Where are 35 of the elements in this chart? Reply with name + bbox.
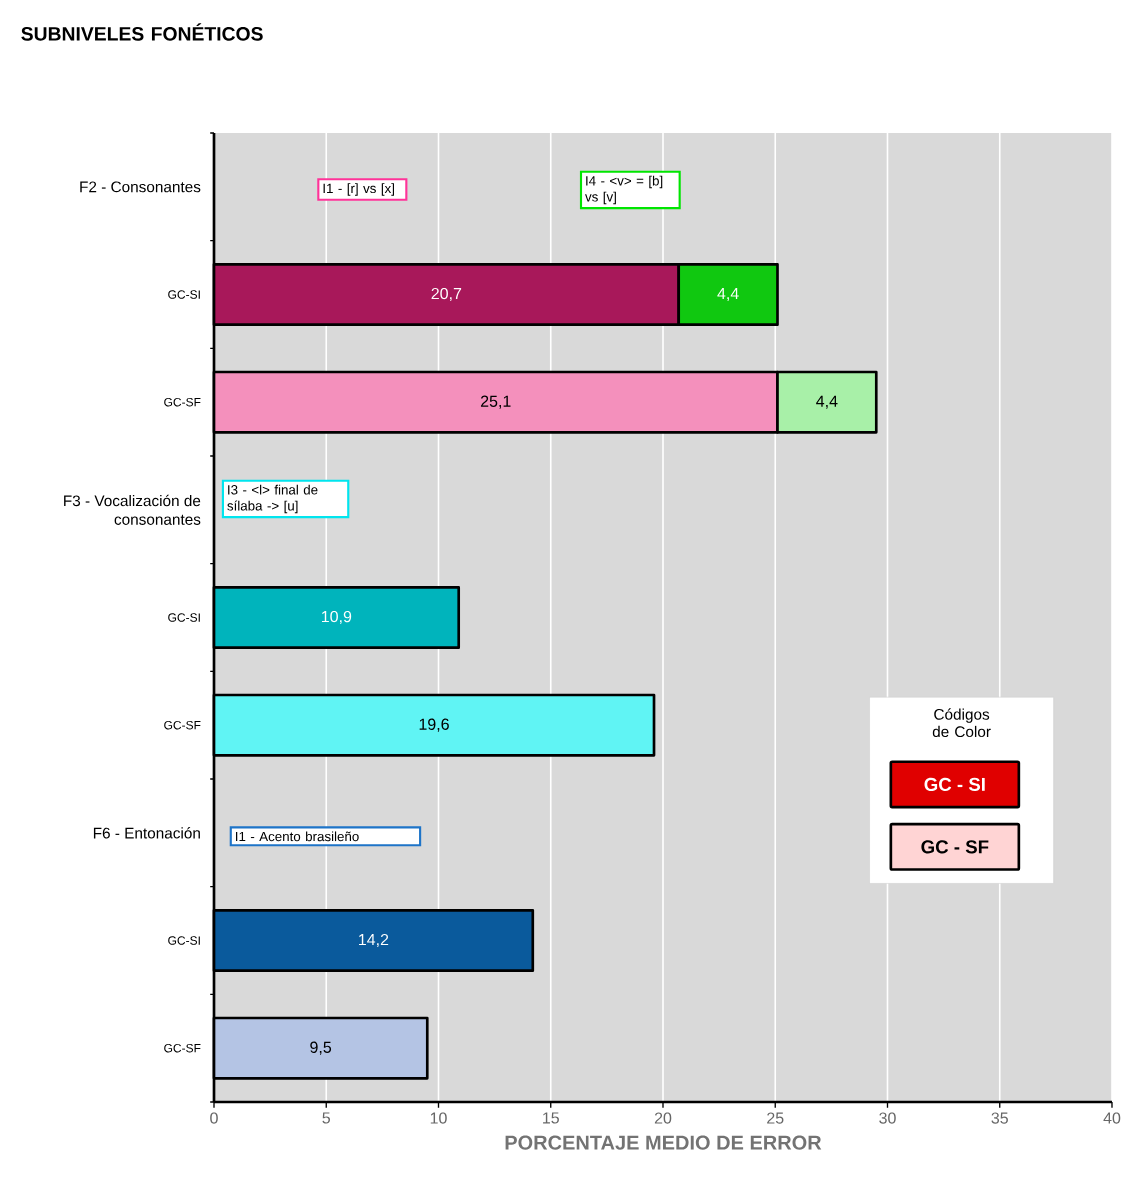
annotation: GC - SI (924, 777, 985, 791)
y-tick-label: GC-SF (164, 397, 201, 407)
y-tick-label: F2 - Consonantes (80, 181, 201, 193)
x-tick-label: 30 (879, 1112, 896, 1124)
x-tick-label: 40 (1103, 1112, 1121, 1124)
y-tick-label: GC-SI (168, 613, 200, 622)
chart-title: SUBNIVELES FONÉTICOS (21, 23, 263, 41)
data-label: 4,4 (717, 287, 739, 302)
data-label: 14,2 (359, 933, 389, 948)
annotation: I1 - [r] vs [x] (323, 183, 394, 196)
annotation: I1 - Acento brasileño (236, 831, 359, 842)
x-tick-label: 20 (654, 1112, 672, 1124)
annotation: I3 - <l> final de sílaba -> [u] (227, 484, 318, 514)
y-tick-label: GC-SI (168, 290, 200, 299)
x-tick-label: 5 (322, 1112, 331, 1124)
y-tick-label: GC-SF (164, 1043, 201, 1053)
data-label: 9,5 (310, 1041, 332, 1055)
y-tick-label: F3 - Vocalización de consonantes (64, 494, 201, 525)
x-tick-label: 15 (543, 1112, 559, 1124)
data-label: 20,7 (431, 287, 462, 302)
annotation: GC - SF (921, 840, 989, 854)
y-tick-label: GC-SF (164, 720, 201, 730)
x-tick-label: 10 (430, 1112, 447, 1124)
annotation: Códigos de Color (932, 708, 991, 738)
y-tick-label: GC-SI (168, 936, 200, 945)
x-axis-title: PORCENTAJE MEDIO DE ERROR (505, 1135, 822, 1150)
y-tick-label: F6 - Entonación (93, 827, 200, 839)
x-tick-label: 35 (991, 1112, 1008, 1124)
data-label: 10,9 (321, 610, 352, 625)
data-label: 19,6 (419, 718, 449, 732)
x-tick-label: 25 (767, 1112, 784, 1124)
data-label: 4,4 (816, 395, 838, 409)
annotation: I4 - <v> = [b] vs [v] (585, 175, 663, 205)
data-label: 25,1 (480, 395, 511, 409)
x-tick-label: 0 (210, 1112, 218, 1124)
